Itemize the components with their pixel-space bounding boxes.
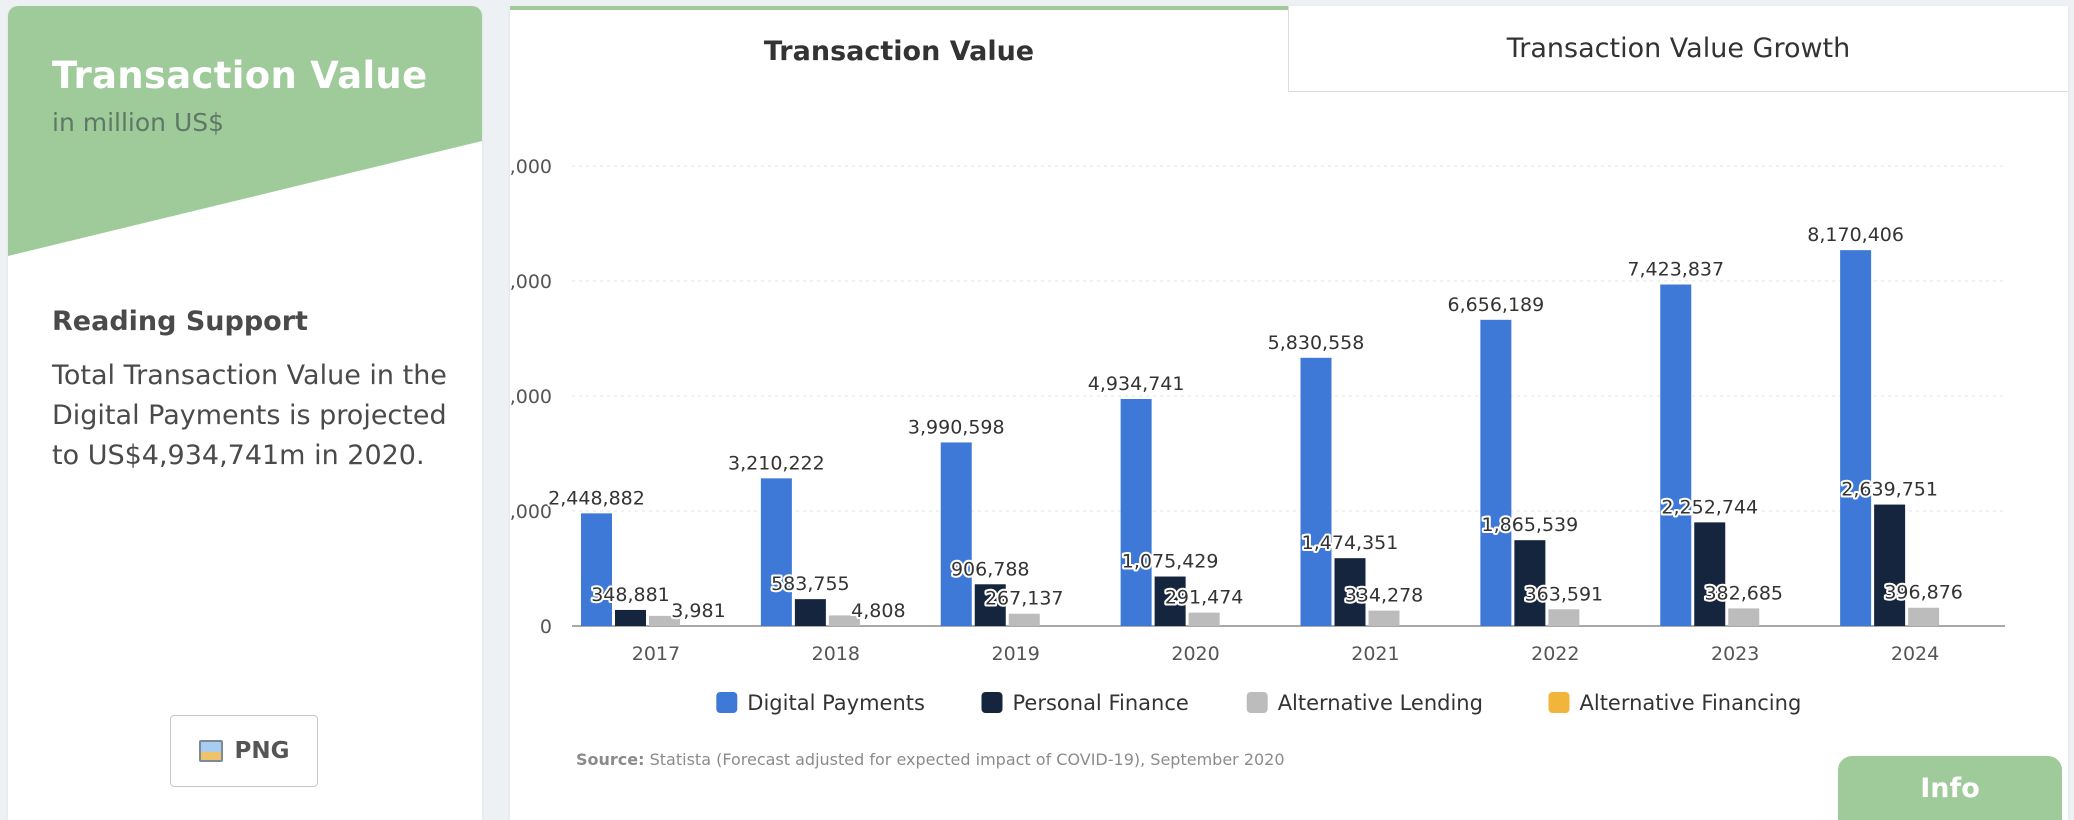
data-label: 2,639,751 [1841,479,1938,501]
y-tick-label: 2,500,000 [510,501,552,523]
data-label: 4,808 [851,600,905,622]
bar-alternative-lending [1008,613,1040,626]
legend-swatch [1548,692,1570,713]
bar-personal-finance [615,609,646,626]
legend-item-label: Alternative Lending [1278,691,1483,715]
bar-digital-payments [1480,319,1512,626]
data-label: 906,788 [951,558,1030,580]
legend-swatch [1246,692,1268,713]
source-text: Statista (Forecast adjusted for expected… [649,750,1285,769]
legend-item-label: Personal Finance [1013,691,1189,715]
x-tick-label: 2022 [1531,643,1579,665]
bar-personal-finance [1154,576,1186,626]
bar-alternative-lending [1188,612,1220,626]
bar-digital-payments [1300,357,1332,626]
info-sidebar: Transaction Value in million US$ Reading… [8,6,482,820]
x-tick-label: 2018 [812,643,860,665]
sidebar-subtitle: in million US$ [52,108,225,137]
x-tick-label: 2024 [1891,643,1939,665]
data-label: 5,830,558 [1268,332,1365,354]
data-label: 6,656,189 [1448,294,1545,316]
tab-label: Transaction Value [763,35,1035,67]
y-tick-label: 7,500,000 [510,271,552,293]
png-download-button[interactable]: PNG [170,715,318,787]
bar-digital-payments [1840,250,1872,627]
bar-digital-payments [940,442,972,626]
bar-digital-payments [1120,399,1152,626]
data-label: 348,881 [591,584,670,606]
tab-transaction-value-growth[interactable]: Transaction Value Growth [1288,6,2068,92]
bar-alternative-lending [1728,608,1760,626]
info-button-label: Info [1920,772,1980,804]
y-tick-label: 5,000,000 [510,386,552,408]
bar-chart: 02,500,0005,000,0007,500,00010,000,000in… [510,156,2005,715]
data-label: 7,423,837 [1627,259,1724,281]
data-label: 2,448,882 [548,487,645,509]
sidebar-banner [8,6,482,256]
data-label: 1,474,351 [1302,532,1399,554]
info-button[interactable]: Info [1838,756,2062,820]
data-label: 396,876 [1884,582,1963,604]
data-label: 334,278 [1345,585,1424,607]
reading-support-heading: Reading Support [52,306,308,337]
legend-item-label: Digital Payments [747,691,925,715]
tab-transaction-value[interactable]: Transaction Value [510,6,1288,92]
data-label: 363,591 [1525,583,1604,605]
bar-personal-finance [1514,540,1546,626]
tab-label: Transaction Value Growth [1506,33,1851,64]
bar-alternative-lending [828,615,860,626]
x-tick-label: 2021 [1351,643,1399,665]
bar-digital-payments [760,478,792,626]
data-label: 8,170,406 [1807,224,1904,246]
bar-digital-payments [1660,284,1692,626]
bar-personal-finance [974,584,1006,626]
x-tick-label: 2019 [992,643,1040,665]
data-label: 583,755 [771,573,850,595]
bar-alternative-lending [1368,610,1400,626]
bar-personal-finance [1694,522,1726,626]
bar-personal-finance [1334,558,1366,626]
data-label: 291,474 [1165,587,1244,609]
source-note: Source: Statista (Forecast adjusted for … [576,750,1285,769]
bar-alternative-lending [1548,609,1580,626]
data-label: 2,252,744 [1661,496,1758,518]
source-label: Source: [576,750,645,769]
chart-panel: Transaction Value Transaction Value Grow… [510,6,2068,820]
data-label: 1,865,539 [1482,514,1579,536]
x-tick-label: 2023 [1711,643,1759,665]
bar-alternative-lending [649,615,680,626]
x-tick-label: 2020 [1171,643,1219,665]
data-label: 3,210,222 [728,452,825,474]
data-label: 382,685 [1704,582,1783,604]
data-label: 3,981 [671,600,725,622]
legend-swatch [981,692,1003,713]
bar-alternative-lending [1908,607,1940,626]
x-tick-label: 2017 [632,643,680,665]
data-label: 3,990,598 [908,416,1005,438]
png-button-label: PNG [234,738,290,764]
sidebar-title: Transaction Value [52,54,428,97]
y-tick-label: 10,000,000 [510,156,552,178]
legend-swatch [716,692,738,713]
bar-personal-finance [1874,504,1906,626]
y-tick-label: 0 [540,616,552,638]
bar-personal-finance [794,599,826,626]
data-label: 267,137 [985,588,1064,610]
data-label: 4,934,741 [1088,373,1185,395]
reading-support-text: Total Transaction Value in the Digital P… [52,360,447,471]
bar-digital-payments [581,513,612,626]
legend-item-label: Alternative Financing [1580,691,1802,715]
image-icon [198,740,223,762]
data-label: 1,075,429 [1122,551,1219,573]
